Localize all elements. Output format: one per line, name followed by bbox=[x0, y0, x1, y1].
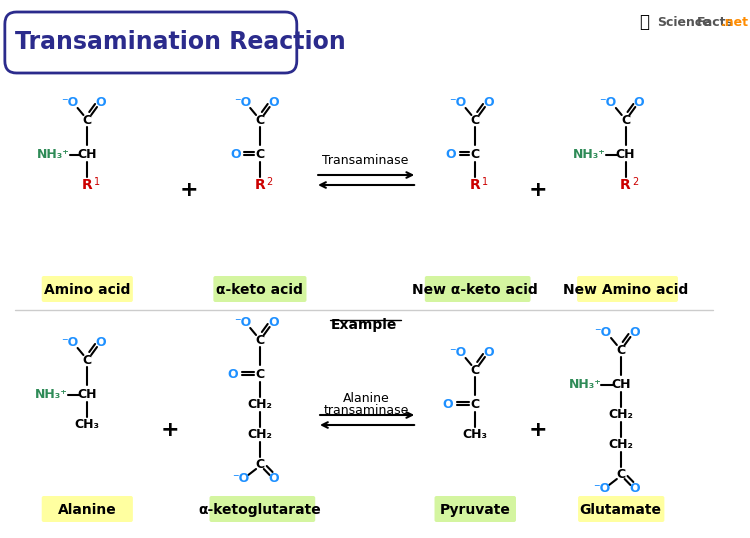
Text: CH₂: CH₂ bbox=[608, 438, 633, 451]
Text: O: O bbox=[484, 96, 494, 109]
Text: ⁻O: ⁻O bbox=[595, 325, 612, 338]
Text: C: C bbox=[621, 114, 630, 126]
Text: NH₃⁺: NH₃⁺ bbox=[573, 148, 606, 161]
Text: ⁻O: ⁻O bbox=[232, 472, 249, 485]
Text: Alanine: Alanine bbox=[344, 392, 390, 405]
Text: O: O bbox=[629, 325, 640, 338]
Text: C: C bbox=[255, 458, 265, 471]
Text: 2: 2 bbox=[632, 177, 638, 187]
Text: C: C bbox=[616, 469, 626, 482]
Text: 🔬: 🔬 bbox=[640, 13, 656, 31]
Text: O: O bbox=[268, 472, 279, 485]
Text: O: O bbox=[629, 483, 640, 495]
Text: +: + bbox=[180, 180, 199, 200]
Text: Alanine: Alanine bbox=[58, 503, 117, 517]
Text: 2: 2 bbox=[267, 177, 273, 187]
Text: New Amino acid: New Amino acid bbox=[563, 283, 688, 297]
Text: Glutamate: Glutamate bbox=[580, 503, 662, 517]
Text: R: R bbox=[82, 178, 93, 192]
Text: R: R bbox=[620, 178, 631, 192]
Text: ⁻O: ⁻O bbox=[62, 336, 79, 349]
Text: O: O bbox=[95, 96, 106, 109]
Text: Science: Science bbox=[658, 16, 711, 29]
Text: ⁻O: ⁻O bbox=[62, 96, 79, 109]
Text: ⁻O: ⁻O bbox=[449, 96, 466, 109]
Text: α-keto acid: α-keto acid bbox=[217, 283, 303, 297]
Text: C: C bbox=[616, 343, 626, 357]
Text: ⁻O: ⁻O bbox=[234, 96, 251, 109]
Text: C: C bbox=[471, 364, 480, 377]
Text: +: + bbox=[160, 420, 179, 440]
Text: ⁻O: ⁻O bbox=[234, 315, 251, 329]
Text: New α-keto acid: New α-keto acid bbox=[413, 283, 538, 297]
Text: C: C bbox=[82, 114, 92, 126]
Text: 1: 1 bbox=[482, 177, 488, 187]
Text: transaminase: transaminase bbox=[324, 404, 410, 416]
Text: Transamination Reaction: Transamination Reaction bbox=[14, 30, 345, 54]
FancyBboxPatch shape bbox=[434, 496, 516, 522]
Text: Transaminase: Transaminase bbox=[322, 153, 409, 166]
Text: O: O bbox=[268, 315, 279, 329]
Text: +: + bbox=[529, 420, 548, 440]
Text: Pyruvate: Pyruvate bbox=[440, 503, 511, 517]
FancyBboxPatch shape bbox=[214, 276, 307, 302]
Text: C: C bbox=[255, 148, 265, 161]
Text: C: C bbox=[255, 334, 265, 346]
Text: ⁻O: ⁻O bbox=[599, 96, 616, 109]
FancyBboxPatch shape bbox=[578, 496, 664, 522]
Text: ⁻O: ⁻O bbox=[449, 345, 466, 358]
Text: C: C bbox=[471, 114, 480, 126]
FancyBboxPatch shape bbox=[42, 496, 133, 522]
Text: 1: 1 bbox=[94, 177, 100, 187]
Text: C: C bbox=[471, 399, 480, 412]
Text: O: O bbox=[268, 96, 279, 109]
Text: .net: .net bbox=[721, 16, 748, 29]
Text: Facts: Facts bbox=[697, 16, 734, 29]
Text: C: C bbox=[255, 114, 265, 126]
FancyBboxPatch shape bbox=[4, 12, 297, 73]
Text: CH: CH bbox=[77, 388, 97, 401]
FancyBboxPatch shape bbox=[577, 276, 678, 302]
Text: CH₂: CH₂ bbox=[248, 399, 272, 412]
FancyBboxPatch shape bbox=[209, 496, 315, 522]
Text: C: C bbox=[82, 353, 92, 366]
Text: C: C bbox=[255, 369, 265, 381]
Text: Amino acid: Amino acid bbox=[44, 283, 130, 297]
Text: NH₃⁺: NH₃⁺ bbox=[37, 148, 70, 161]
Text: CH₃: CH₃ bbox=[463, 428, 488, 442]
Text: Example: Example bbox=[331, 318, 397, 332]
FancyBboxPatch shape bbox=[42, 276, 133, 302]
Text: O: O bbox=[230, 148, 241, 161]
Text: CH₂: CH₂ bbox=[248, 428, 272, 442]
Text: O: O bbox=[634, 96, 644, 109]
FancyBboxPatch shape bbox=[424, 276, 530, 302]
Text: O: O bbox=[484, 345, 494, 358]
Text: O: O bbox=[95, 336, 106, 349]
Text: C: C bbox=[471, 148, 480, 161]
Text: α-ketoglutarate: α-ketoglutarate bbox=[199, 503, 321, 517]
Text: CH₃: CH₃ bbox=[75, 419, 100, 431]
Text: +: + bbox=[529, 180, 548, 200]
Text: CH: CH bbox=[611, 379, 631, 392]
Text: R: R bbox=[254, 178, 266, 192]
Text: CH₂: CH₂ bbox=[608, 408, 633, 421]
Text: O: O bbox=[442, 399, 454, 412]
Text: O: O bbox=[446, 148, 456, 161]
Text: NH₃⁺: NH₃⁺ bbox=[35, 388, 68, 401]
Text: R: R bbox=[470, 178, 481, 192]
Text: CH: CH bbox=[77, 148, 97, 161]
Text: NH₃⁺: NH₃⁺ bbox=[568, 379, 602, 392]
Text: O: O bbox=[227, 369, 238, 381]
Text: CH: CH bbox=[616, 148, 635, 161]
Text: ⁻O: ⁻O bbox=[592, 483, 610, 495]
